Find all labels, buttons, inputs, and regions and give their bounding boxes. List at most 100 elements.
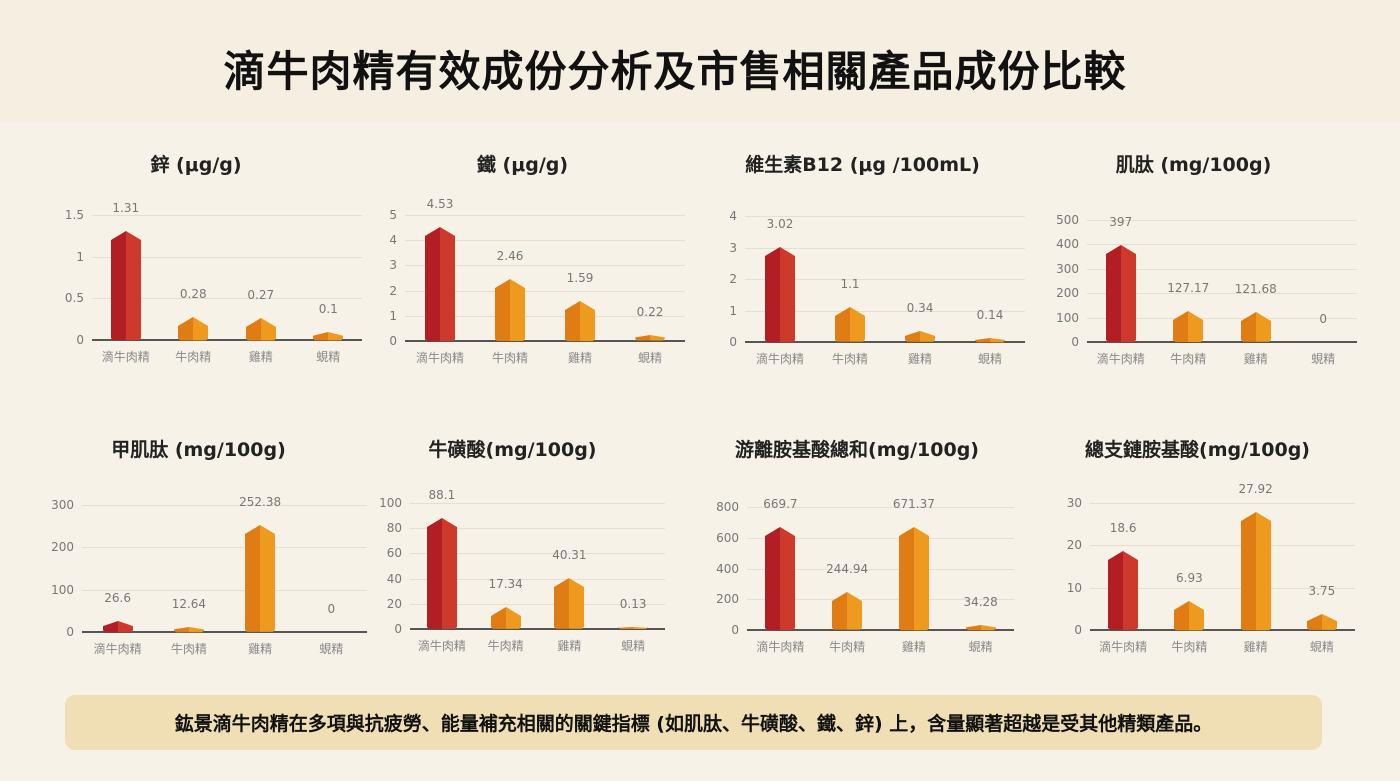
bar bbox=[490, 607, 521, 629]
bar bbox=[426, 517, 457, 629]
x-axis-line bbox=[1087, 341, 1357, 343]
y-tick-label: 4 bbox=[729, 209, 737, 223]
page-title: 滴牛肉精有效成份分析及市售相關產品成份比較 bbox=[223, 47, 1127, 96]
gridline bbox=[405, 215, 685, 216]
y-tick-label: 100 bbox=[51, 582, 74, 597]
y-tick-label: 300 bbox=[51, 498, 74, 512]
value-label: 40.31 bbox=[552, 548, 587, 563]
gridline bbox=[1087, 244, 1357, 246]
x-category-label: 雞精 bbox=[907, 352, 932, 366]
y-tick-label: 200 bbox=[716, 592, 739, 607]
y-tick-label: 600 bbox=[716, 530, 739, 545]
x-category-label: 蜆精 bbox=[1309, 640, 1334, 654]
y-tick-label: 200 bbox=[1056, 286, 1079, 301]
x-axis-line bbox=[405, 340, 685, 342]
gridline bbox=[405, 290, 685, 292]
x-category-label: 牛肉精 bbox=[1171, 640, 1208, 654]
value-label: 0.14 bbox=[976, 307, 1004, 322]
value-label: 18.6 bbox=[1109, 521, 1137, 536]
gridline bbox=[1087, 220, 1357, 221]
gridline bbox=[747, 568, 1014, 570]
value-label: 0.22 bbox=[636, 305, 664, 320]
y-tick-label: 30 bbox=[1066, 496, 1082, 510]
chart-iron: 鐵 (μg/g) 0 1 2 3 4 5 4.53 滴牛肉精 2.46 牛肉精 1.59 雞精 0.22 蜆… bbox=[360, 150, 705, 390]
value-label: 0.28 bbox=[179, 286, 207, 301]
gridline bbox=[92, 215, 362, 216]
bar bbox=[1173, 310, 1204, 342]
y-tick-label: 400 bbox=[716, 561, 739, 576]
gridline bbox=[1090, 503, 1355, 504]
y-tick-label: 2 bbox=[729, 272, 737, 286]
value-label: 127.17 bbox=[1167, 280, 1210, 295]
x-category-label: 雞精 bbox=[248, 350, 273, 364]
gridline bbox=[1087, 268, 1357, 270]
plot-area: 0 10 20 30 18.6 滴牛肉精 6.93 牛肉精 27.92 雞精 3.75 蜆精 bbox=[1067, 482, 1355, 654]
x-category-label: 雞精 bbox=[248, 642, 273, 656]
gridline bbox=[747, 599, 1014, 601]
gridline bbox=[1090, 587, 1355, 589]
plot-area: 0 0.5 1 1.5 1.31 滴牛肉精 0.28 牛肉精 0.27 雞精 0.1 蜆精 bbox=[65, 201, 362, 364]
x-category-label: 牛肉精 bbox=[175, 350, 212, 364]
value-label: 671.37 bbox=[892, 496, 935, 511]
plot-area: 0 1 2 3 4 3.02 滴牛肉精 1.1 牛肉精 0.34 雞精 0.14 蜆精 bbox=[729, 209, 1025, 366]
x-category-label: 牛肉精 bbox=[487, 639, 524, 653]
x-axis-line bbox=[1090, 629, 1355, 631]
bar bbox=[832, 592, 863, 630]
y-tick-label: 800 bbox=[716, 500, 739, 514]
value-label: 34.28 bbox=[963, 594, 998, 609]
y-tick-label: 80 bbox=[386, 521, 402, 536]
gridline bbox=[410, 528, 665, 530]
value-label: 252.38 bbox=[239, 495, 282, 510]
summary-note: 鈜景滴牛肉精在多項與抗疲勞、能量補充相關的關鍵指標 (如肌肽、牛磺酸、鐵、鋅) … bbox=[65, 695, 1322, 750]
plot-area: 0 100 200 300 26.6 滴牛肉精 12.64 牛肉精 252.38 雞精 0 蜆精 bbox=[51, 495, 367, 656]
value-label: 3.02 bbox=[766, 216, 794, 231]
x-axis-line bbox=[82, 631, 367, 633]
x-axis-line bbox=[747, 629, 1014, 631]
x-category-label: 雞精 bbox=[1243, 640, 1268, 654]
bar bbox=[110, 230, 141, 340]
bar bbox=[1240, 511, 1271, 630]
y-tick-label: 1 bbox=[389, 308, 397, 323]
bar bbox=[565, 300, 595, 341]
plot-area: 0 20 40 60 80 100 88.1 滴牛肉精 17.34 牛肉精 40.31 雞精 0.13 蜆… bbox=[379, 488, 665, 653]
bar bbox=[245, 525, 276, 632]
gridline bbox=[405, 315, 685, 317]
value-label: 3.75 bbox=[1308, 584, 1336, 599]
gridline bbox=[1087, 317, 1357, 319]
chart-title: 鐵 (μg/g) bbox=[476, 154, 569, 176]
x-category-label: 雞精 bbox=[557, 639, 582, 653]
x-category-label: 雞精 bbox=[567, 351, 592, 365]
x-axis-line bbox=[410, 628, 665, 630]
value-label: 26.6 bbox=[104, 590, 131, 605]
bar bbox=[1240, 312, 1271, 342]
gridline bbox=[745, 247, 1025, 249]
chart-free-amino-acids: 游離胺基酸總和(mg/100g) 0 200 400 600 800 669.7 滴牛肉精 24… bbox=[700, 435, 1034, 675]
bar bbox=[765, 527, 796, 630]
chart-anserine: 甲肌肽 (mg/100g) 0 100 200 300 26.6 滴牛肉精 12.64 牛肉精 2… bbox=[30, 435, 387, 675]
value-label: 0.27 bbox=[247, 287, 275, 302]
y-tick-label: 300 bbox=[1056, 261, 1079, 276]
header-band bbox=[0, 0, 1400, 122]
gridline bbox=[410, 553, 665, 555]
value-label: 2.46 bbox=[496, 249, 524, 263]
summary-note-text: 鈜景滴牛肉精在多項與抗疲勞、能量補充相關的關鍵指標 (如肌肽、牛磺酸、鐵、鋅) … bbox=[174, 713, 1213, 735]
x-category-label: 牛肉精 bbox=[1170, 352, 1207, 366]
value-label: 0.1 bbox=[318, 301, 338, 316]
y-tick-label: 0 bbox=[1074, 623, 1082, 637]
x-category-label: 蜆精 bbox=[319, 642, 344, 656]
y-tick-label: 20 bbox=[386, 596, 402, 611]
chart-title: 甲肌肽 (mg/100g) bbox=[111, 439, 286, 461]
bar bbox=[554, 578, 585, 629]
chart-title: 游離胺基酸總和(mg/100g) bbox=[735, 439, 979, 461]
y-tick-label: 40 bbox=[386, 571, 402, 586]
y-tick-label: 5 bbox=[389, 208, 397, 222]
gridline bbox=[1090, 545, 1355, 547]
bar bbox=[495, 279, 525, 341]
chart-taurine: 牛磺酸(mg/100g) 0 20 40 60 80 100 88.1 滴牛肉精 17.34 牛肉精… bbox=[360, 435, 685, 675]
bar bbox=[905, 331, 935, 342]
gridline bbox=[92, 256, 362, 258]
value-label: 397 bbox=[1109, 215, 1133, 230]
x-category-label: 牛肉精 bbox=[829, 640, 866, 654]
value-label: 244.94 bbox=[826, 562, 869, 577]
gridline bbox=[1087, 293, 1357, 295]
